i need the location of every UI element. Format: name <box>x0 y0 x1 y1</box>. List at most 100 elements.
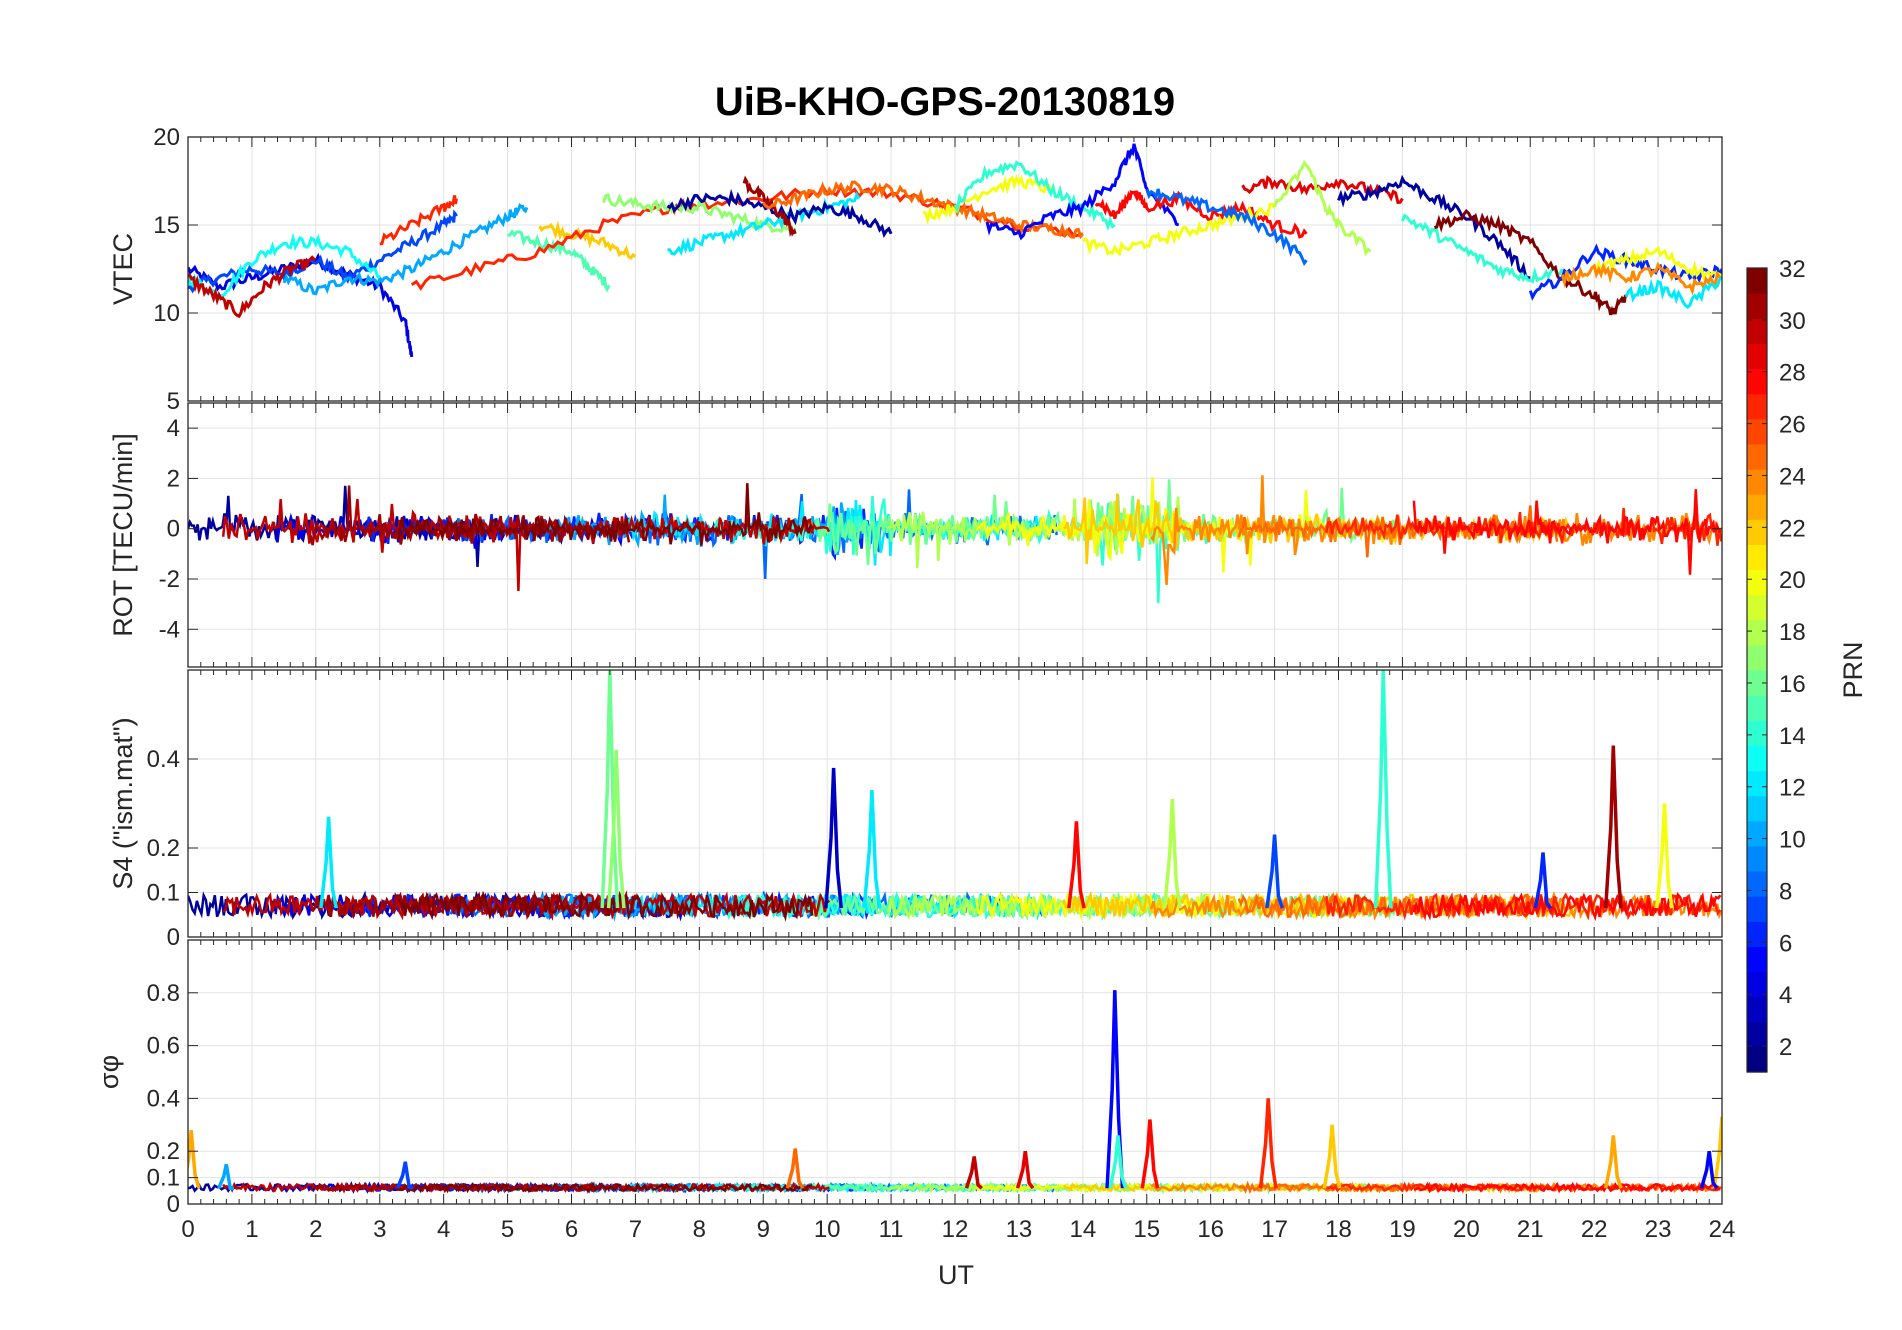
xtick-label: 1 <box>245 1216 258 1243</box>
xtick-label: 4 <box>437 1216 450 1243</box>
sigma-peak-2 <box>1258 1098 1278 1189</box>
sigma-peak-7 <box>1603 1135 1623 1189</box>
rot-ytick-label: -2 <box>159 566 180 593</box>
colorbar-band <box>1747 845 1767 872</box>
colorbar-band <box>1747 745 1767 772</box>
sigma-ylabel: σφ <box>94 1055 124 1089</box>
colorbar-tick-label: 16 <box>1779 671 1806 698</box>
colorbar-band <box>1747 569 1767 596</box>
vtec-series-prn-14 <box>953 160 1116 232</box>
colorbar-band <box>1747 443 1767 470</box>
colorbar-band <box>1747 695 1767 721</box>
vtec-ylabel: VTEC <box>108 233 138 305</box>
colorbar-tick-label: 26 <box>1779 412 1806 439</box>
colorbar-band <box>1747 544 1767 571</box>
vtec-series-prn-27 <box>379 195 458 246</box>
xtick-label: 13 <box>1006 1216 1033 1243</box>
vtec-series-prn-5 <box>985 143 1180 241</box>
rot-series-prn-32 <box>397 483 814 546</box>
vtec-series-prn-2 <box>1337 174 1531 280</box>
vtec-ytick-label: 5 <box>167 388 180 415</box>
rot-ytick-label: 4 <box>167 415 180 442</box>
s4-peak-10 <box>1655 803 1674 909</box>
colorbar-band <box>1747 820 1767 847</box>
vtec-ytick-label: 15 <box>153 212 180 239</box>
colorbar-band <box>1747 670 1767 696</box>
rot-series-prn-14 <box>712 494 1225 604</box>
xtick-label: 22 <box>1581 1216 1608 1243</box>
colorbar-band <box>1747 896 1767 922</box>
vtec-series-prn-8 <box>1145 188 1308 267</box>
colorbar-tick-label: 24 <box>1779 463 1806 490</box>
colorbar-band <box>1747 946 1767 973</box>
rot-ylabel: ROT [TECU/min] <box>108 433 138 637</box>
colorbar-band <box>1747 1021 1767 1048</box>
colorbar-tick-label: 22 <box>1779 515 1806 542</box>
vtec-series-prn-20 <box>1081 202 1276 257</box>
xtick-label: 6 <box>565 1216 578 1243</box>
xtick-label: 24 <box>1709 1216 1736 1243</box>
colorbar-band <box>1747 720 1767 746</box>
colorbar-band <box>1747 770 1767 797</box>
xtick-label: 2 <box>309 1216 322 1243</box>
sigma-ytick-label: 0.4 <box>147 1085 180 1112</box>
vtec-series-prn-20 <box>922 174 1053 226</box>
vtec-ytick-label: 10 <box>153 300 180 327</box>
colorbar-tick-label: 28 <box>1779 360 1806 387</box>
colorbar-tick-label: 4 <box>1779 982 1792 1009</box>
xtick-label: 11 <box>879 1216 904 1243</box>
xtick-label: 15 <box>1133 1216 1160 1243</box>
rot-ytick-label: 2 <box>167 465 180 492</box>
s4-ytick-label: 0.1 <box>147 880 180 907</box>
colorbar-tick-label: 2 <box>1779 1034 1792 1061</box>
xtick-label: 17 <box>1261 1216 1288 1243</box>
vtec-series-prn-15 <box>507 228 610 293</box>
sigma-peak-13 <box>1699 1150 1719 1190</box>
vtec-series-prn-22 <box>538 220 637 261</box>
xtick-label: 5 <box>501 1216 514 1243</box>
vtec-series-prn-32 <box>1433 208 1628 316</box>
colorbar-tick-label: 14 <box>1779 723 1806 750</box>
sigma-peak-3 <box>1322 1124 1342 1189</box>
vtec-series-prn-20 <box>1592 245 1722 282</box>
s4-peak-6 <box>1162 798 1182 909</box>
xtick-label: 9 <box>757 1216 770 1243</box>
vtec-series-prn-12 <box>1624 276 1722 310</box>
s4-ylabel: S4 ("ism.mat") <box>108 717 138 889</box>
colorbar-band <box>1747 393 1767 420</box>
colorbar-band <box>1747 644 1767 671</box>
vtec-series-prn-30 <box>188 255 317 319</box>
x-axis-label: UT <box>938 1260 974 1290</box>
xtick-label: 19 <box>1389 1216 1416 1243</box>
s4-ytick-label: 0.2 <box>147 835 180 862</box>
colorbar-tick-label: 18 <box>1779 619 1806 646</box>
vtec-series-prn-14 <box>1401 213 1564 284</box>
xtick-label: 7 <box>629 1216 642 1243</box>
sigma-peak-9 <box>188 1129 201 1189</box>
colorbar-band <box>1747 996 1767 1023</box>
colorbar-band <box>1747 921 1767 947</box>
sigma-peak-12 <box>1108 1135 1128 1189</box>
xtick-label: 14 <box>1069 1216 1096 1243</box>
vtec-series-prn-7 <box>188 209 458 294</box>
sigma-ytick-label: 0.2 <box>147 1138 180 1165</box>
xtick-label: 3 <box>373 1216 386 1243</box>
colorbar-tick-label: 6 <box>1779 930 1792 957</box>
xtick-label: 16 <box>1197 1216 1224 1243</box>
sigma-traces <box>188 990 1722 1195</box>
s4-peak-9 <box>1603 745 1623 909</box>
s4-peak-8 <box>1373 670 1393 909</box>
sigma-peak-10 <box>217 1164 234 1190</box>
xtick-label: 23 <box>1645 1216 1672 1243</box>
xtick-label: 0 <box>181 1216 194 1243</box>
colorbar-band <box>1747 594 1767 621</box>
panel-vtec: 5 10 15 20 VTEC <box>108 124 1723 415</box>
sigma-peak-8 <box>1712 1116 1722 1189</box>
colorbar-tick-label: 12 <box>1779 775 1806 802</box>
xtick-label: 21 <box>1517 1216 1544 1243</box>
colorbar-tick-label: 10 <box>1779 827 1806 854</box>
colorbar-tick-label: 20 <box>1779 567 1806 594</box>
vtec-series-prn-28 <box>1094 189 1308 239</box>
